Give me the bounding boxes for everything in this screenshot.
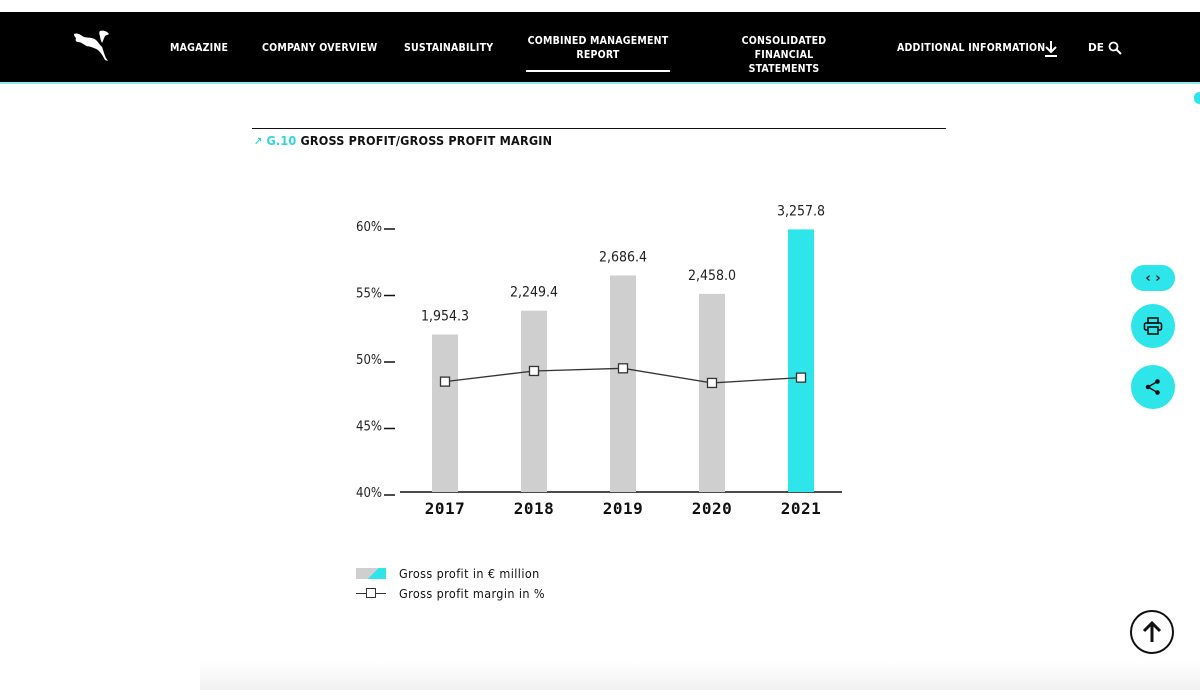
search-icon[interactable] [1108, 41, 1122, 55]
margin-point-2020 [706, 377, 718, 389]
bar-2017 [432, 334, 458, 492]
x-tick-label: 2017 [425, 499, 466, 518]
arrow-up-icon [1142, 620, 1162, 642]
bar-2020 [699, 293, 725, 492]
chart-id: G.10 [266, 133, 297, 148]
nav-item-company-overview[interactable]: COMPANY OVERVIEW [262, 41, 377, 55]
bar-2018 [521, 310, 547, 492]
x-tick-label: 2020 [692, 499, 733, 518]
legend-item-gross-profit-margin: Gross profit margin in % [356, 583, 545, 603]
y-tick-label: 45% [356, 420, 382, 435]
arrow-up-right-icon: ↗ [254, 135, 263, 148]
x-tick-label: 2019 [603, 499, 644, 518]
chart-legend: Gross profit in € million Gross profit m… [356, 563, 545, 603]
y-tick-label: 60% [356, 220, 382, 235]
edge-indicator [1194, 92, 1200, 104]
nav-item-label: COMPANY OVERVIEW [262, 42, 378, 54]
nav-item-additional-information[interactable]: ADDITIONAL INFORMATION [897, 41, 1045, 55]
margin-point-2019 [617, 363, 629, 374]
y-tick-label: 40% [356, 486, 382, 501]
x-tick-label: 2021 [781, 499, 822, 518]
bar-2021 [788, 229, 814, 492]
legend-label: Gross profit in € million [399, 565, 540, 581]
code-icon: ‹ › [1145, 270, 1161, 286]
x-tick-label: 2018 [514, 499, 555, 518]
share-button[interactable] [1131, 365, 1175, 409]
print-button[interactable] [1131, 304, 1175, 348]
heading-rule [252, 128, 946, 129]
top-navigation: MAGAZINE COMPANY OVERVIEW SUSTAINABILITY… [0, 12, 1200, 84]
margin-point-2021 [795, 372, 807, 383]
nav-item-magazine[interactable]: MAGAZINE [170, 41, 228, 55]
language-switch[interactable]: DE [1088, 42, 1104, 54]
bar-value-label: 2,458.0 [688, 268, 736, 284]
page-bottom-fade [200, 662, 1200, 690]
nav-item-sustainability[interactable]: SUSTAINABILITY [404, 41, 493, 55]
nav-item-combined-management-report[interactable]: COMBINED MANAGEMENT REPORT [526, 34, 670, 72]
nav-item-consolidated-financial-statements[interactable]: CONSOLIDATED FINANCIAL STATEMENTS [712, 34, 856, 76]
chart-title: GROSS PROFIT/GROSS PROFIT MARGIN [300, 133, 553, 148]
print-icon [1143, 317, 1163, 335]
embed-code-button[interactable]: ‹ › [1131, 265, 1175, 291]
legend-swatch-bar [356, 567, 386, 579]
bar-value-label: 2,686.4 [599, 249, 647, 265]
nav-item-label: ADDITIONAL INFORMATION [897, 42, 1046, 54]
nav-item-label: STATEMENTS [748, 63, 820, 75]
margin-point-2018 [528, 365, 540, 377]
y-tick-label: 55% [356, 287, 382, 302]
download-icon[interactable] [1043, 40, 1059, 58]
nav-item-label: SUSTAINABILITY [404, 42, 494, 54]
back-to-top-button[interactable] [1130, 610, 1174, 654]
nav-item-label: CONSOLIDATED FINANCIAL [741, 35, 827, 61]
bar-value-label: 3,257.8 [777, 203, 825, 219]
share-icon [1145, 379, 1160, 395]
nav-item-label: REPORT [576, 49, 620, 61]
chart-heading: ↗ G.10 GROSS PROFIT/GROSS PROFIT MARGIN [254, 133, 552, 148]
bar-value-label: 2,249.4 [510, 285, 558, 301]
bar-value-label: 1,954.3 [421, 308, 469, 324]
legend-item-gross-profit: Gross profit in € million [356, 563, 545, 583]
y-tick-label: 50% [356, 353, 382, 368]
legend-swatch-line [356, 587, 386, 599]
legend-label: Gross profit margin in % [399, 585, 545, 601]
nav-item-label: COMBINED MANAGEMENT [527, 35, 669, 47]
bar-2019 [610, 275, 636, 492]
puma-logo-icon[interactable] [72, 28, 112, 64]
nav-item-label: MAGAZINE [170, 42, 229, 54]
gross-profit-chart: 60% 55% 50% 45% 40% 1,954.3 2,249.4 2,686.4 2,4… [356, 203, 842, 518]
margin-point-2017 [439, 376, 451, 387]
